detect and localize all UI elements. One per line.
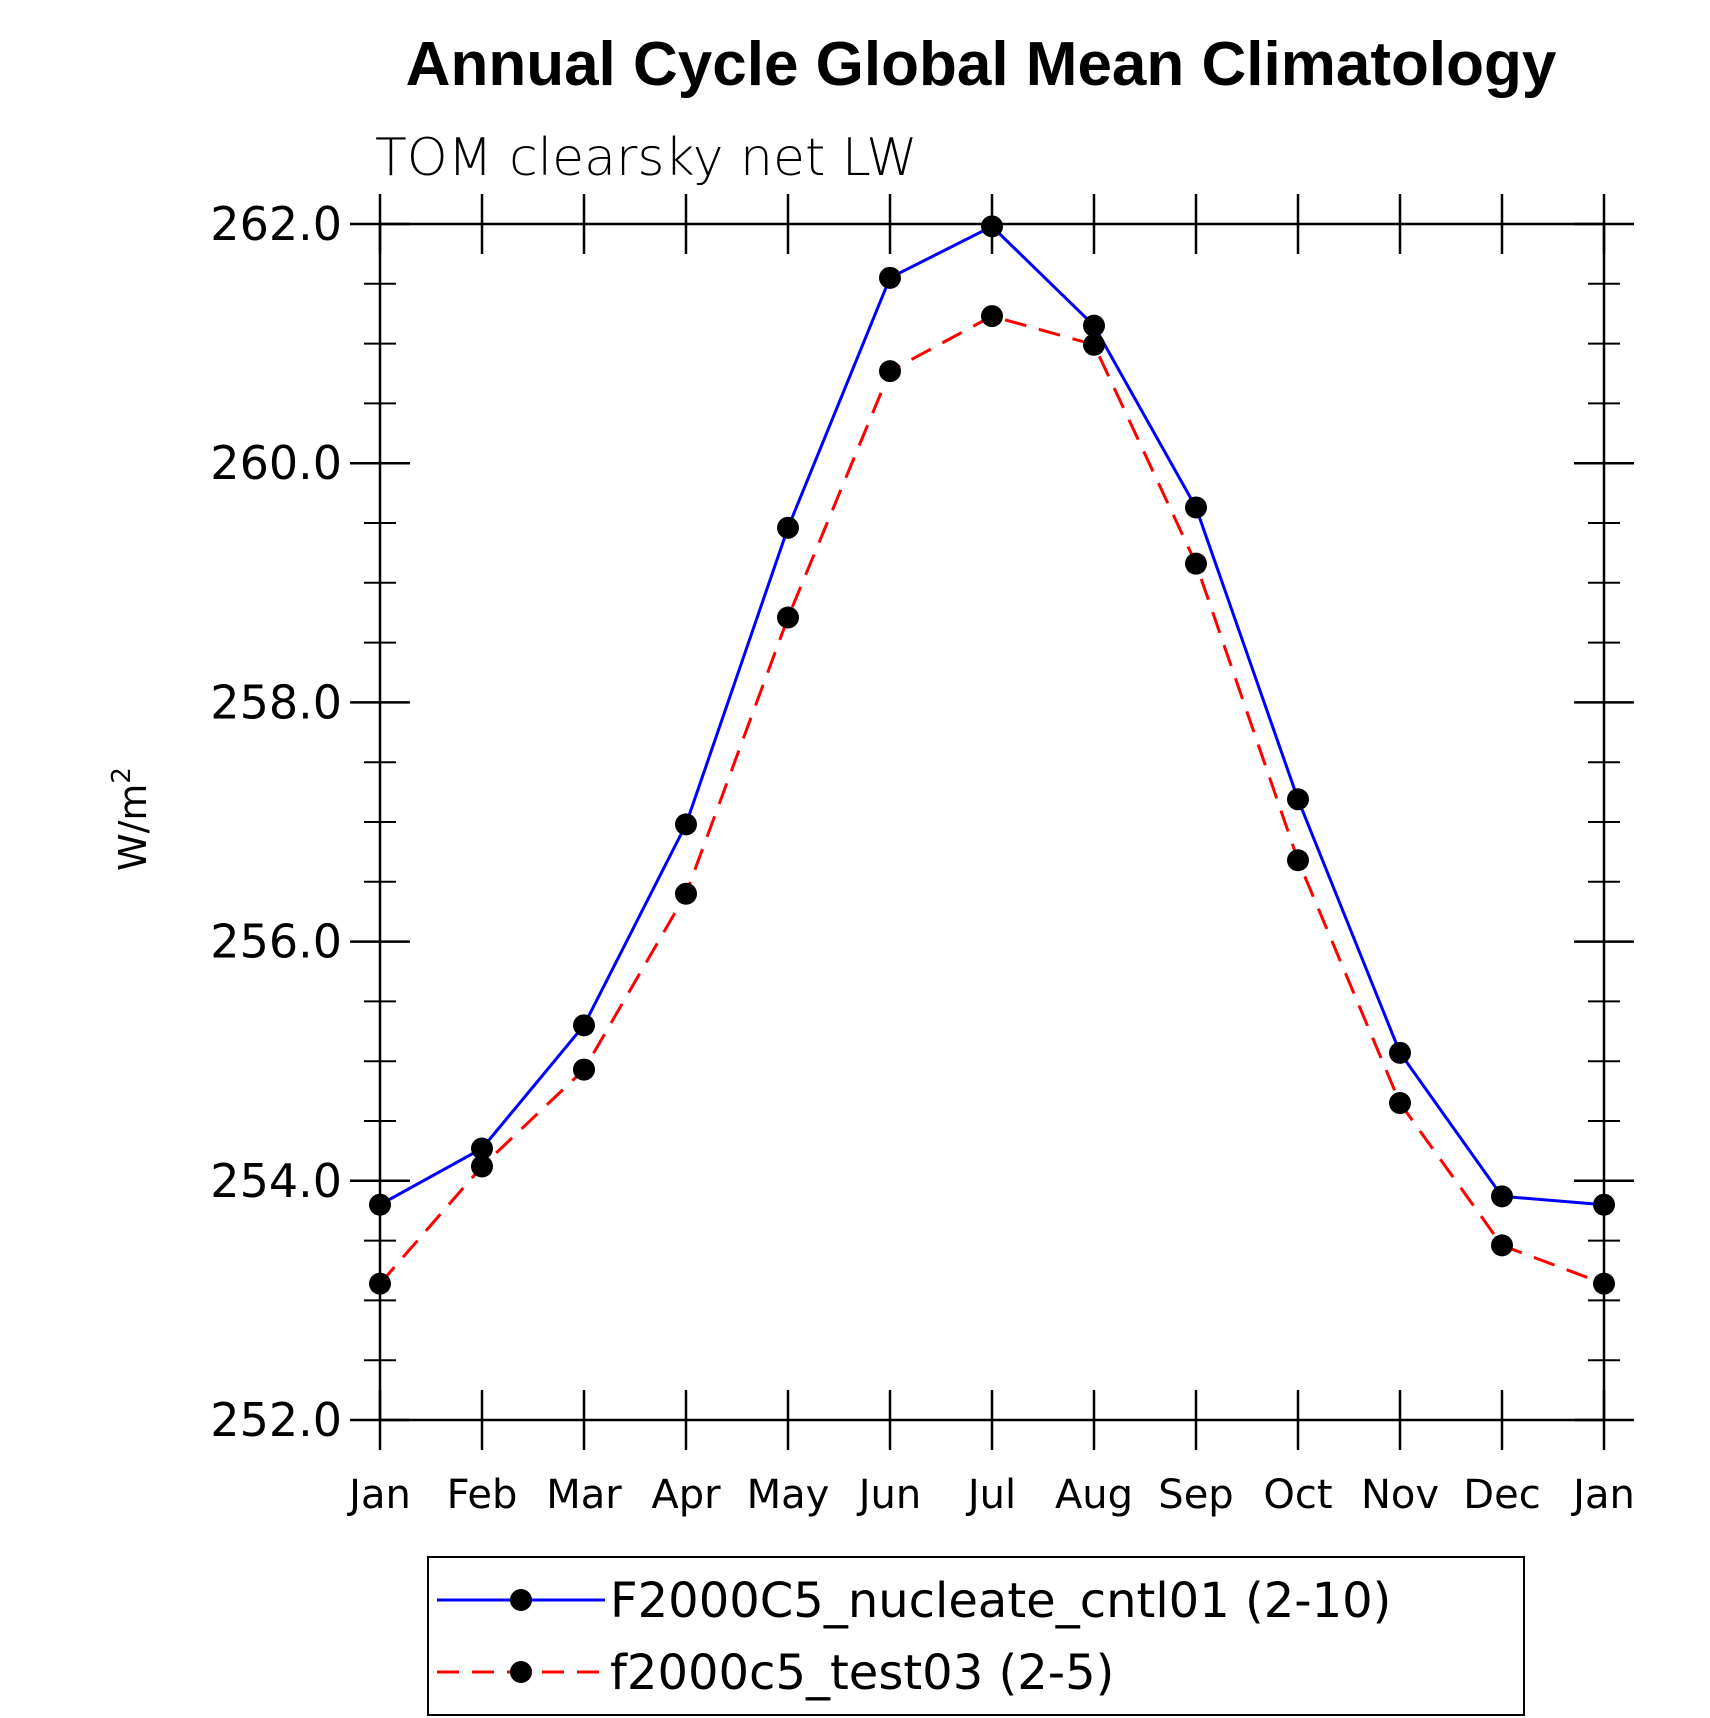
data-point-series-2 xyxy=(777,606,799,629)
x-tick-label: Jan xyxy=(1570,1472,1635,1518)
y-tick-label: 262.0 xyxy=(210,197,342,251)
legend-marker-series-1 xyxy=(510,1589,532,1611)
data-point-series-1 xyxy=(981,215,1003,238)
y-axis-label-superscript: 2 xyxy=(107,767,137,784)
data-point-series-1 xyxy=(573,1014,595,1037)
data-point-series-1 xyxy=(879,266,901,289)
plot-area: 252.0 254.0 256.0 258.0 260.0 262.0 Jan Feb Mar A… xyxy=(210,194,1635,1518)
x-tick-label: Mar xyxy=(546,1472,622,1518)
svg-text:W/m2: W/m2 xyxy=(107,767,155,871)
x-tick-label: Aug xyxy=(1055,1472,1133,1518)
legend-entry-series-1: F2000C5_nucleate_cntl01 (2-10) xyxy=(437,1573,1391,1629)
legend-label-series-2: f2000c5_test03 (2-5) xyxy=(610,1645,1114,1701)
data-point-series-2 xyxy=(471,1155,493,1178)
y-axis-label-text: W/m xyxy=(111,784,155,871)
data-point-series-1 xyxy=(675,813,697,836)
x-tick-label: May xyxy=(747,1472,830,1518)
data-point-series-1 xyxy=(1593,1193,1615,1216)
data-point-series-2 xyxy=(1491,1234,1513,1257)
data-point-series-2 xyxy=(981,305,1003,328)
chart-title: Annual Cycle Global Mean Climatology xyxy=(406,30,1557,99)
chart-subtitle: TOM clearsky net LW xyxy=(375,128,918,188)
x-tick-label: Apr xyxy=(651,1472,721,1518)
data-point-series-2 xyxy=(879,360,901,383)
plot-frame xyxy=(378,222,1606,1422)
x-tick-label: Feb xyxy=(447,1472,518,1518)
legend-marker-series-2 xyxy=(510,1661,532,1683)
x-tick-label: Sep xyxy=(1158,1472,1233,1518)
series-line-2 xyxy=(378,314,1605,1286)
series-markers xyxy=(369,215,1615,1295)
x-tick-label: Jan xyxy=(346,1472,411,1518)
y-tick-label: 258.0 xyxy=(210,675,342,729)
y-axis-label: W/m2 xyxy=(107,767,155,871)
data-point-series-2 xyxy=(1083,333,1105,356)
data-point-series-1 xyxy=(369,1193,391,1216)
data-point-series-2 xyxy=(1389,1092,1411,1115)
x-tick-label: Oct xyxy=(1263,1472,1332,1518)
data-point-series-1 xyxy=(1083,314,1105,337)
legend: F2000C5_nucleate_cntl01 (2-10) f2000c5_t… xyxy=(427,1556,1525,1716)
legend-label-series-1: F2000C5_nucleate_cntl01 (2-10) xyxy=(610,1573,1391,1629)
axis-ticks: 252.0 254.0 256.0 258.0 260.0 262.0 Jan Feb Mar A… xyxy=(210,194,1635,1518)
legend-entry-series-2: f2000c5_test03 (2-5) xyxy=(437,1645,1114,1701)
data-point-series-2 xyxy=(369,1272,391,1295)
x-tick-label: Jul xyxy=(965,1472,1016,1518)
data-point-series-2 xyxy=(1185,552,1207,575)
x-tick-label: Dec xyxy=(1463,1472,1540,1518)
data-point-series-2 xyxy=(573,1058,595,1081)
data-point-series-2 xyxy=(1287,849,1309,872)
series-lines xyxy=(378,224,1605,1286)
data-point-series-1 xyxy=(777,516,799,539)
y-tick-label: 260.0 xyxy=(210,436,342,490)
data-point-series-2 xyxy=(675,882,697,905)
data-point-series-1 xyxy=(1389,1041,1411,1064)
data-point-series-1 xyxy=(1185,496,1207,519)
data-point-series-2 xyxy=(1593,1272,1615,1295)
y-tick-label: 254.0 xyxy=(210,1154,342,1208)
data-point-series-1 xyxy=(1491,1185,1513,1208)
x-tick-label: Jun xyxy=(856,1472,922,1518)
legend-box xyxy=(427,1556,1525,1716)
y-tick-label: 252.0 xyxy=(210,1393,342,1447)
data-point-series-1 xyxy=(471,1137,493,1160)
data-point-series-1 xyxy=(1287,788,1309,811)
series-line-1 xyxy=(379,224,1605,1207)
x-tick-label: Nov xyxy=(1361,1472,1439,1518)
y-tick-label: 256.0 xyxy=(210,915,342,969)
